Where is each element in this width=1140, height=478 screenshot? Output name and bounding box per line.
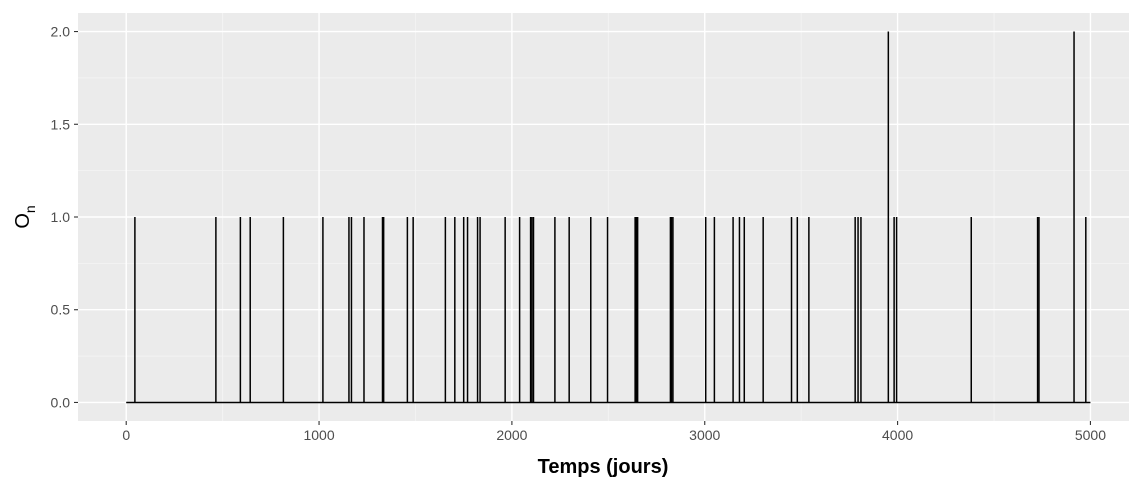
x-axis-ticks: 0 1000 2000 3000 4000 5000 bbox=[122, 421, 1106, 443]
y-tick-label: 2.0 bbox=[51, 24, 71, 40]
x-tick-label: 4000 bbox=[882, 427, 913, 443]
y-axis-title: On bbox=[12, 205, 38, 228]
y-axis-ticks: 0.0 0.5 1.0 1.5 2.0 bbox=[51, 24, 78, 410]
y-tick-label: 1.5 bbox=[51, 116, 71, 132]
x-tick-label: 1000 bbox=[303, 427, 334, 443]
y-tick-label: 0.5 bbox=[51, 302, 71, 318]
x-axis-title: Temps (jours) bbox=[538, 456, 669, 478]
x-tick-label: 5000 bbox=[1075, 427, 1106, 443]
y-tick-label: 1.0 bbox=[51, 209, 71, 225]
y-axis-title-main: O bbox=[12, 213, 34, 229]
y-tick-label: 0.0 bbox=[51, 394, 71, 410]
x-tick-label: 3000 bbox=[689, 427, 720, 443]
svg-text:On: On bbox=[12, 205, 38, 228]
x-tick-label: 0 bbox=[122, 427, 130, 443]
x-tick-label: 2000 bbox=[496, 427, 527, 443]
series-layer bbox=[126, 31, 1091, 404]
y-axis-title-subscript: n bbox=[22, 205, 38, 213]
